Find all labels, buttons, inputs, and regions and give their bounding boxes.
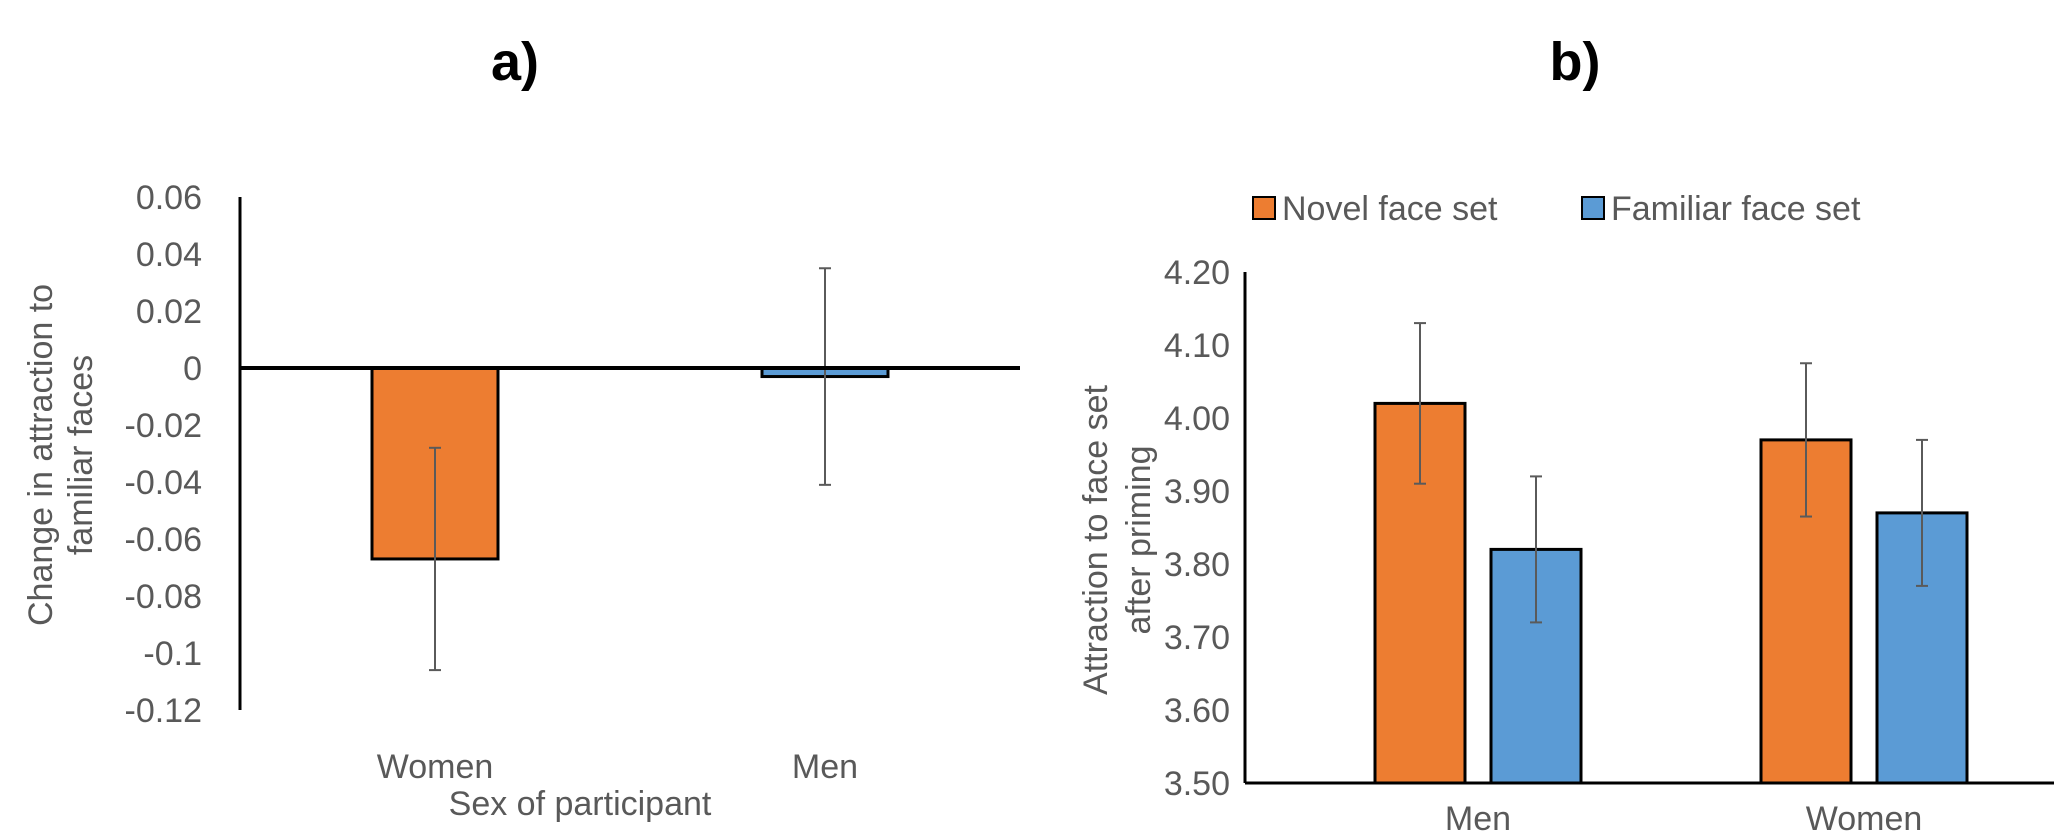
y-tick-label: 4.20: [1164, 254, 1230, 292]
chart-a-x-tick-labels: Women Men: [377, 748, 858, 786]
x-tick-label: Men: [792, 748, 858, 786]
y-tick-label: 0.02: [136, 293, 202, 331]
y-tick-label: -0.06: [125, 521, 203, 559]
y-tick-label: 3.70: [1164, 619, 1230, 657]
chart-b-error-bars: [1414, 322, 1928, 624]
legend-swatch-familiar: [1581, 196, 1605, 220]
chart-b: b) Novel face set Familiar face set 4.20…: [1077, 32, 2054, 834]
chart-b-bars: [1373, 401, 1969, 785]
x-tick-label: Women: [1806, 800, 1923, 834]
chart-b-legend: Novel face set Familiar face set: [1252, 190, 1861, 228]
chart-a-error-bars: [429, 267, 831, 672]
y-tick-label: 3.60: [1164, 692, 1230, 730]
chart-a-y-tick-labels: 0.06 0.04 0.02 0 -0.02 -0.04 -0.06 -0.08 -0.1 -0.…: [125, 179, 203, 730]
y-tick-label: -0.04: [125, 464, 203, 502]
y-tick-label: -0.12: [125, 692, 203, 730]
legend-swatch-novel: [1252, 196, 1276, 220]
chart-a-y-axis-title-line2: familiar faces: [62, 355, 100, 555]
y-tick-label: 3.80: [1164, 546, 1230, 584]
chart-b-y-axis-title-line1: Attraction to face set: [1077, 384, 1115, 694]
x-tick-label: Men: [1445, 800, 1511, 834]
y-tick-label: -0.08: [125, 578, 203, 616]
y-tick-label: 3.50: [1164, 765, 1230, 803]
y-tick-label: 4.00: [1164, 400, 1230, 438]
legend-label-novel: Novel face set: [1282, 190, 1498, 228]
y-tick-label: -0.02: [125, 407, 203, 445]
chart-b-y-tick-labels: 4.20 4.10 4.00 3.90 3.80 3.70 3.60 3.50: [1164, 254, 1230, 803]
y-tick-label: 0.06: [136, 179, 202, 217]
chart-a-y-axis-title-line1: Change in attraction to: [22, 284, 60, 626]
y-tick-label: 0: [183, 350, 202, 388]
y-tick-label: 4.10: [1164, 327, 1230, 365]
chart-b-y-axis-title-line2: after priming: [1120, 446, 1158, 635]
y-tick-label: -0.1: [143, 635, 202, 673]
chart-a-bars: [370, 366, 890, 561]
x-tick-label: Women: [377, 748, 494, 786]
panel-a-label: a): [491, 32, 539, 92]
chart-a-x-axis-title: Sex of participant: [449, 785, 712, 823]
panel-b-label: b): [1550, 32, 1601, 92]
y-tick-label: 3.90: [1164, 473, 1230, 511]
chart-a: a) 0.06 0.04 0.02 0 -0.02 -0.04 -0.06 -0.08 -0.1…: [22, 32, 1020, 823]
chart-b-x-tick-labels: Men Women: [1445, 800, 1922, 834]
y-tick-label: 0.04: [136, 236, 202, 274]
legend-label-familiar: Familiar face set: [1611, 190, 1861, 228]
